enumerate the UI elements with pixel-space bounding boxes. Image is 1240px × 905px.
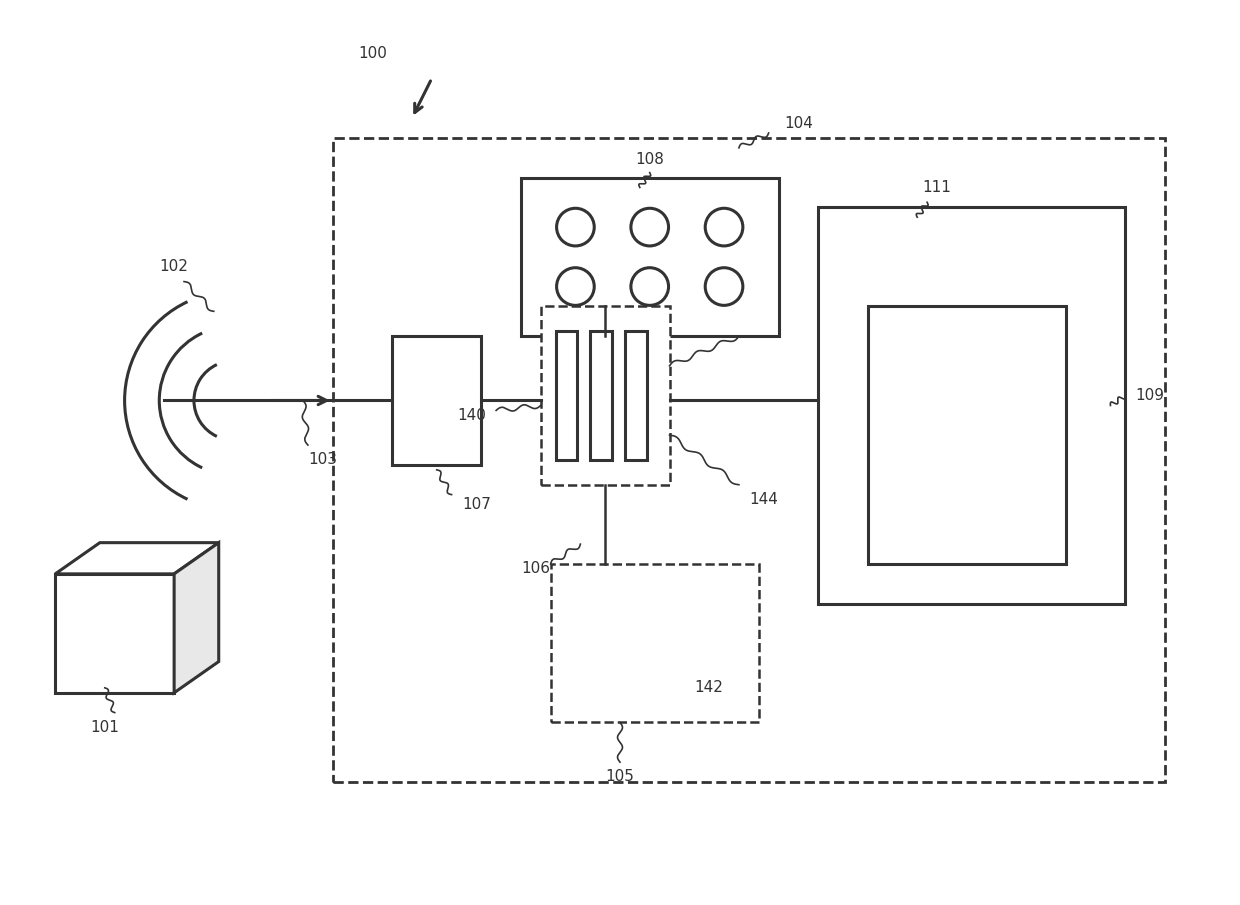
Bar <box>818 207 1126 604</box>
Circle shape <box>706 208 743 246</box>
Bar <box>551 564 759 722</box>
Bar <box>332 138 1164 782</box>
Text: 105: 105 <box>605 769 635 785</box>
Bar <box>56 574 174 692</box>
Text: 111: 111 <box>923 180 951 195</box>
Bar <box>868 307 1066 564</box>
Bar <box>521 177 779 336</box>
Text: 106: 106 <box>521 561 551 576</box>
Bar <box>625 331 647 460</box>
Text: 144: 144 <box>749 492 779 507</box>
Text: 108: 108 <box>635 152 665 167</box>
Bar <box>590 331 613 460</box>
Text: 103: 103 <box>309 452 337 467</box>
Polygon shape <box>56 543 218 574</box>
Circle shape <box>557 208 594 246</box>
Text: 104: 104 <box>784 116 812 130</box>
Circle shape <box>706 268 743 305</box>
Bar <box>541 307 670 485</box>
Text: 107: 107 <box>461 497 491 512</box>
Text: 109: 109 <box>1136 388 1164 403</box>
Text: 100: 100 <box>358 46 387 62</box>
Text: 140: 140 <box>458 408 486 423</box>
Bar <box>392 336 481 465</box>
Circle shape <box>631 208 668 246</box>
Text: 142: 142 <box>694 681 724 695</box>
Text: 102: 102 <box>160 259 188 274</box>
Polygon shape <box>174 543 218 692</box>
Circle shape <box>631 268 668 305</box>
Bar <box>556 331 578 460</box>
Text: 101: 101 <box>91 720 119 735</box>
Circle shape <box>557 268 594 305</box>
